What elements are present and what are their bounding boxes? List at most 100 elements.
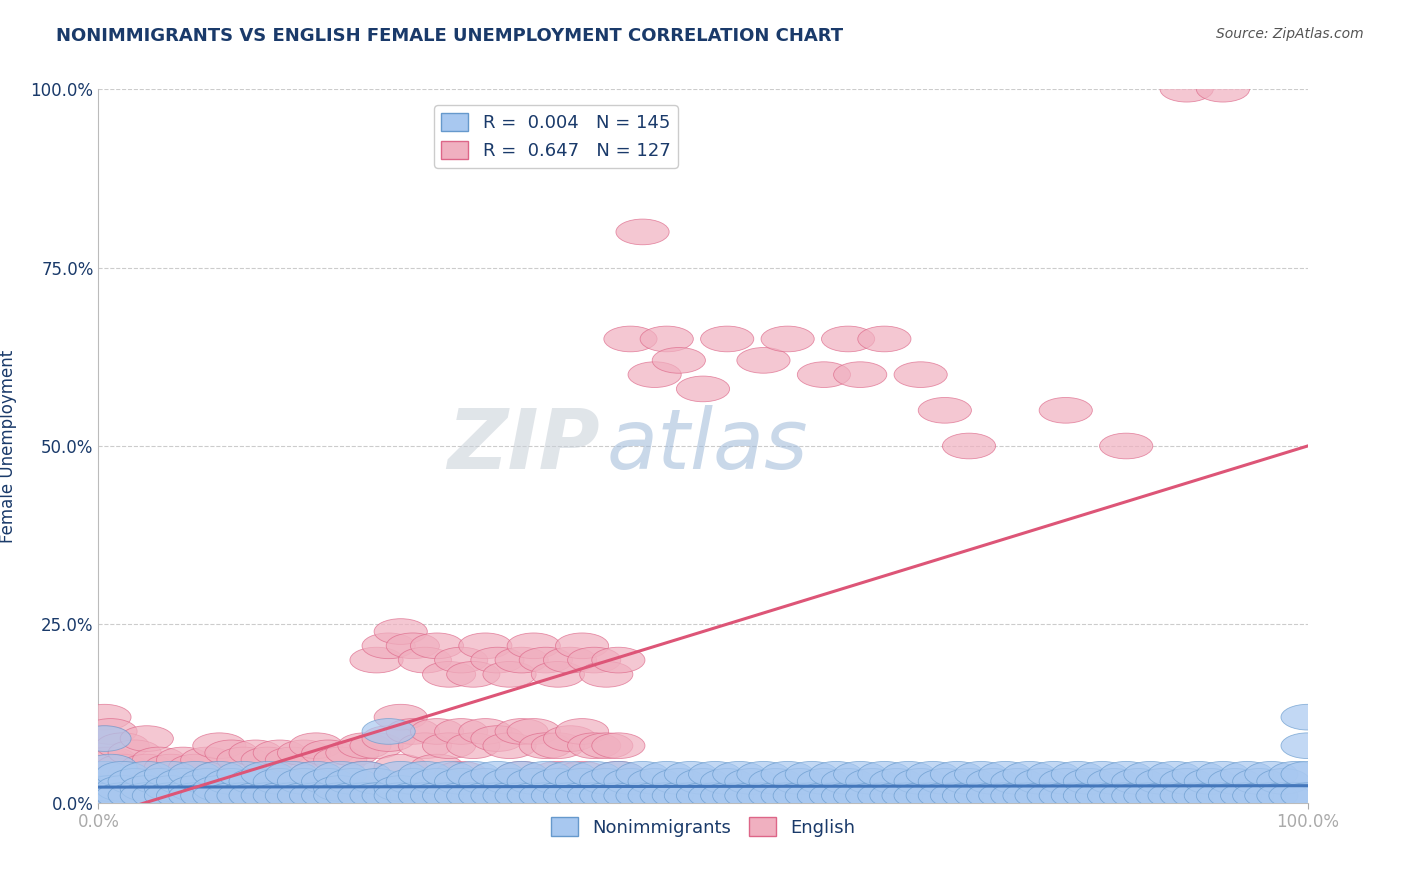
Ellipse shape <box>240 783 294 808</box>
Ellipse shape <box>1233 783 1286 808</box>
Ellipse shape <box>737 783 790 808</box>
Ellipse shape <box>337 783 391 808</box>
Ellipse shape <box>519 648 572 673</box>
Ellipse shape <box>531 662 585 687</box>
Ellipse shape <box>458 783 512 808</box>
Ellipse shape <box>374 619 427 644</box>
Ellipse shape <box>411 719 464 744</box>
Ellipse shape <box>422 783 475 808</box>
Ellipse shape <box>326 769 380 794</box>
Ellipse shape <box>1184 783 1237 808</box>
Ellipse shape <box>1160 77 1213 102</box>
Ellipse shape <box>1147 762 1201 787</box>
Ellipse shape <box>1136 783 1189 808</box>
Ellipse shape <box>77 726 131 751</box>
Ellipse shape <box>845 769 898 794</box>
Ellipse shape <box>108 769 162 794</box>
Ellipse shape <box>145 762 198 787</box>
Ellipse shape <box>96 733 149 758</box>
Ellipse shape <box>1197 77 1250 102</box>
Ellipse shape <box>894 769 948 794</box>
Ellipse shape <box>240 762 294 787</box>
Ellipse shape <box>1208 783 1261 808</box>
Ellipse shape <box>1099 434 1153 458</box>
Ellipse shape <box>905 783 959 808</box>
Ellipse shape <box>350 648 404 673</box>
Ellipse shape <box>592 648 645 673</box>
Ellipse shape <box>1087 783 1140 808</box>
Ellipse shape <box>253 769 307 794</box>
Ellipse shape <box>169 783 222 808</box>
Ellipse shape <box>361 719 415 744</box>
Ellipse shape <box>568 648 621 673</box>
Ellipse shape <box>603 783 657 808</box>
Ellipse shape <box>942 434 995 458</box>
Ellipse shape <box>531 783 585 808</box>
Ellipse shape <box>1160 769 1213 794</box>
Ellipse shape <box>858 783 911 808</box>
Ellipse shape <box>120 783 173 808</box>
Ellipse shape <box>508 769 561 794</box>
Ellipse shape <box>555 719 609 744</box>
Ellipse shape <box>156 769 209 794</box>
Ellipse shape <box>797 769 851 794</box>
Ellipse shape <box>482 733 536 758</box>
Ellipse shape <box>193 776 246 801</box>
Ellipse shape <box>361 783 415 808</box>
Ellipse shape <box>1123 783 1177 808</box>
Ellipse shape <box>301 783 354 808</box>
Ellipse shape <box>205 769 259 794</box>
Ellipse shape <box>337 733 391 758</box>
Ellipse shape <box>266 747 319 772</box>
Ellipse shape <box>132 769 186 794</box>
Ellipse shape <box>120 776 173 801</box>
Ellipse shape <box>628 362 682 387</box>
Ellipse shape <box>568 733 621 758</box>
Ellipse shape <box>374 762 427 787</box>
Ellipse shape <box>422 733 475 758</box>
Ellipse shape <box>96 783 149 808</box>
Ellipse shape <box>664 762 717 787</box>
Ellipse shape <box>193 733 246 758</box>
Ellipse shape <box>374 783 427 808</box>
Ellipse shape <box>77 762 131 787</box>
Ellipse shape <box>337 762 391 787</box>
Ellipse shape <box>1220 783 1274 808</box>
Ellipse shape <box>229 783 283 808</box>
Ellipse shape <box>290 783 343 808</box>
Ellipse shape <box>1087 769 1140 794</box>
Ellipse shape <box>132 783 186 808</box>
Ellipse shape <box>508 719 561 744</box>
Ellipse shape <box>301 769 354 794</box>
Ellipse shape <box>991 769 1045 794</box>
Ellipse shape <box>555 769 609 794</box>
Ellipse shape <box>290 762 343 787</box>
Text: ZIP: ZIP <box>447 406 600 486</box>
Ellipse shape <box>834 362 887 387</box>
Ellipse shape <box>96 762 149 787</box>
Ellipse shape <box>652 348 706 373</box>
Ellipse shape <box>350 769 404 794</box>
Ellipse shape <box>931 762 984 787</box>
Ellipse shape <box>398 762 451 787</box>
Ellipse shape <box>1220 762 1274 787</box>
Ellipse shape <box>508 633 561 658</box>
Ellipse shape <box>858 762 911 787</box>
Ellipse shape <box>543 648 596 673</box>
Ellipse shape <box>579 769 633 794</box>
Ellipse shape <box>482 769 536 794</box>
Ellipse shape <box>145 783 198 808</box>
Ellipse shape <box>361 633 415 658</box>
Ellipse shape <box>640 762 693 787</box>
Ellipse shape <box>495 762 548 787</box>
Ellipse shape <box>314 776 367 801</box>
Ellipse shape <box>169 776 222 801</box>
Ellipse shape <box>411 755 464 780</box>
Ellipse shape <box>277 769 330 794</box>
Ellipse shape <box>240 747 294 772</box>
Ellipse shape <box>217 783 270 808</box>
Ellipse shape <box>519 783 572 808</box>
Ellipse shape <box>700 783 754 808</box>
Ellipse shape <box>1039 398 1092 423</box>
Ellipse shape <box>253 769 307 794</box>
